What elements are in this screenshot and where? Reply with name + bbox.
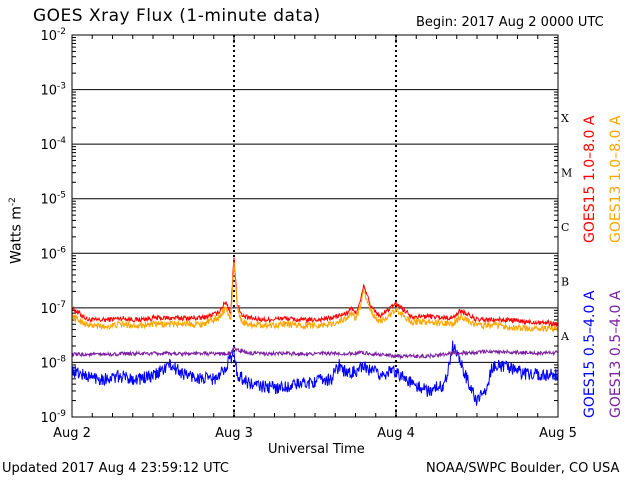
x-tick-labels: Aug 2 Aug 3 Aug 4 Aug 5 — [53, 426, 577, 441]
legend-goes13-long: GOES13 1.0–8.0 A — [608, 115, 624, 243]
y-tick-label: 10-4 — [40, 136, 66, 153]
flare-class-a: A — [560, 330, 570, 343]
series-line-1 — [71, 262, 559, 333]
flare-class-x: X — [561, 112, 569, 125]
updated-timestamp: Updated 2017 Aug 4 23:59:12 UTC — [2, 461, 229, 476]
y-tick-label: 10-2 — [40, 27, 66, 44]
x-tick-label: Aug 5 — [539, 426, 577, 441]
legend-goes15-long: GOES15 1.0–8.0 A — [582, 115, 598, 243]
y-axis-label: Watts m-2 — [8, 197, 25, 264]
y-tick-label: 10-9 — [40, 409, 66, 426]
y-tick-label: 10-6 — [40, 245, 66, 262]
begin-time: Begin: 2017 Aug 2 0000 UTC — [416, 15, 604, 30]
x-tick-label: Aug 4 — [377, 426, 415, 441]
x-tick-label: Aug 3 — [215, 426, 253, 441]
chart-title: GOES Xray Flux (1-minute data) — [33, 6, 321, 26]
credit-text: NOAA/SWPC Boulder, CO USA — [426, 461, 620, 476]
flare-class-m: M — [561, 166, 572, 179]
y-tick-label: 10-3 — [40, 82, 66, 99]
y-tick-label: 10-5 — [40, 191, 66, 208]
legend-goes13-short: GOES13 0.5–4.0 A — [608, 290, 624, 418]
plot-frame — [71, 34, 559, 418]
series-line-3 — [71, 345, 559, 361]
flare-class-b: B — [561, 276, 569, 289]
x-axis-label: Universal Time — [268, 442, 365, 457]
y-tick-labels: 10-9 10-8 10-7 10-6 10-5 10-4 10-3 10-2 — [40, 27, 66, 426]
x-tick-label: Aug 2 — [53, 426, 91, 441]
series-line-0 — [71, 257, 559, 328]
series-lines — [71, 257, 559, 406]
y-tick-label: 10-7 — [40, 300, 66, 317]
flare-class-c: C — [561, 221, 569, 234]
y-tick-label: 10-8 — [40, 354, 66, 371]
series-line-2 — [71, 340, 559, 406]
flare-class-labels: A B C M X — [560, 112, 572, 343]
legend-goes15-short: GOES15 0.5–4.0 A — [582, 290, 598, 418]
grid-lines — [71, 35, 559, 417]
